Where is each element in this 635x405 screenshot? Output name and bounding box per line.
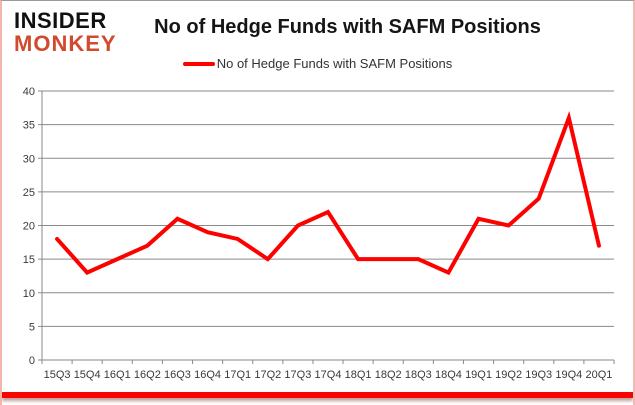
y-tick-label: 10 (23, 288, 35, 300)
x-tick-label: 17Q3 (284, 369, 311, 381)
y-tick-label: 40 (23, 86, 35, 98)
logo-text-monkey: MONKEY (14, 31, 117, 56)
y-tick-label: 20 (23, 221, 35, 233)
y-tick-label: 30 (23, 153, 35, 165)
chart-title: No of Hedge Funds with SAFM Positions (154, 16, 541, 38)
x-tick-label: 17Q1 (224, 369, 251, 381)
y-tick-label: 5 (29, 321, 35, 333)
x-tick-label: 19Q1 (465, 369, 492, 381)
series-line (55, 111, 601, 276)
x-tick-label: 20Q1 (585, 369, 612, 381)
x-tick-label: 15Q4 (74, 369, 101, 381)
x-tick-label: 16Q3 (164, 369, 191, 381)
legend-label: No of Hedge Funds with SAFM Positions (216, 56, 453, 71)
x-tick-label: 16Q2 (134, 369, 161, 381)
x-tick-label: 16Q1 (104, 369, 131, 381)
y-tick-label: 35 (23, 120, 35, 132)
x-tick-label: 16Q4 (194, 369, 221, 381)
x-tick-label: 15Q3 (44, 369, 71, 381)
x-tick-label: 17Q4 (315, 369, 342, 381)
insider-monkey-logo: INSIDER MONKEY (14, 10, 117, 55)
x-tick-label: 19Q3 (525, 369, 552, 381)
logo-text-insider: INSIDER (14, 8, 107, 33)
y-tick-label: 25 (23, 187, 35, 199)
y-tick-label: 15 (23, 254, 35, 266)
x-tick-label: 18Q4 (435, 369, 462, 381)
line-chart: 0 5 10 15 20 25 30 35 40 15Q3 15Q4 16Q1 16Q2 16Q3 16Q4… (23, 86, 615, 381)
x-tick-label: 18Q2 (375, 369, 402, 381)
x-tick-label: 19Q2 (495, 369, 522, 381)
x-tick-label: 17Q2 (254, 369, 281, 381)
legend: No of Hedge Funds with SAFM Positions (2, 56, 633, 71)
legend-line-swatch (182, 61, 215, 66)
x-tick-label: 19Q4 (555, 369, 582, 381)
x-tick-label: 18Q3 (405, 369, 432, 381)
y-tick-label: 0 (29, 355, 35, 367)
x-tick-label: 18Q1 (345, 369, 372, 381)
bottom-red-bar (2, 392, 633, 398)
